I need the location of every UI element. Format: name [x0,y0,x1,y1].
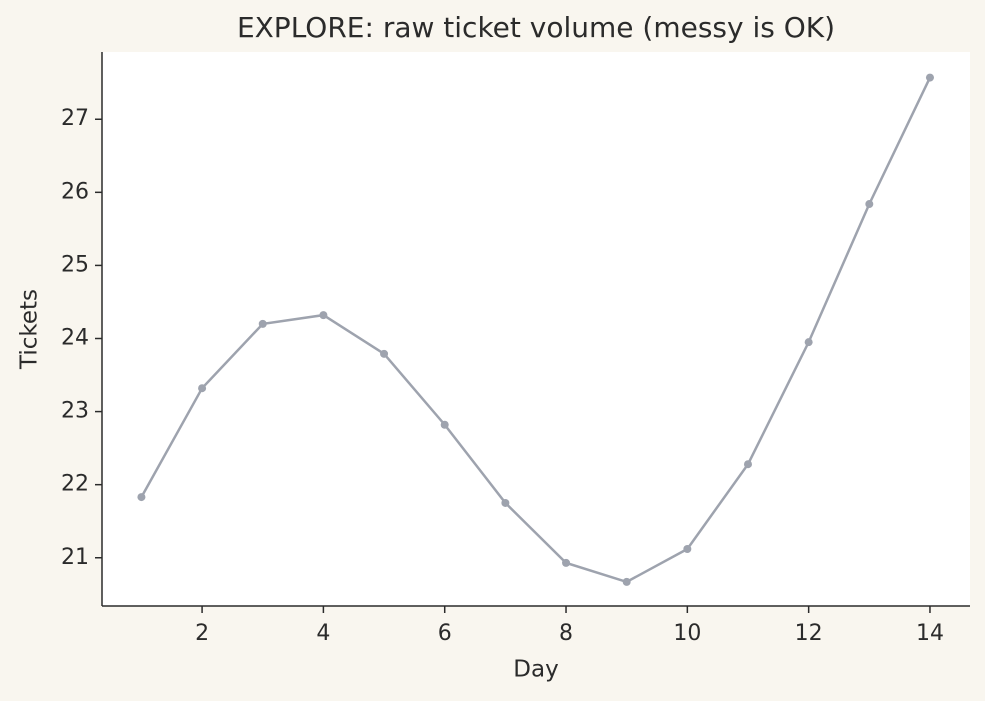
x-tick-label: 10 [673,621,701,646]
y-tick-label: 24 [61,326,89,351]
point [622,577,631,586]
point [683,544,692,553]
point [198,384,207,393]
y-tick-label: 23 [61,399,89,424]
y-tick-label: 22 [61,472,89,497]
point [137,493,146,502]
x-tick-label: 12 [795,621,823,646]
x-tick-label: 14 [916,621,944,646]
point [258,319,267,328]
y-axis-label: Tickets [17,289,43,370]
x-tick-label: 6 [438,621,452,646]
point [380,349,389,358]
point [562,558,571,567]
line [140,77,932,584]
point [865,200,874,209]
x-axis-label: Day [513,657,558,683]
point [804,338,813,347]
point [925,73,934,82]
chart-title: EXPLORE: raw ticket volume (messy is OK) [237,11,835,44]
y-tick-label: 25 [61,252,89,277]
x-tick-label: 2 [195,621,209,646]
plot-area [102,52,970,606]
point [743,460,752,469]
x-tick-label: 4 [316,621,330,646]
point [319,311,328,320]
x-tick-label: 8 [559,621,573,646]
y-tick-label: 26 [61,179,89,204]
point [501,498,510,507]
y-tick-label: 27 [61,106,89,131]
y-tick-label: 21 [61,545,89,570]
point [440,420,449,429]
